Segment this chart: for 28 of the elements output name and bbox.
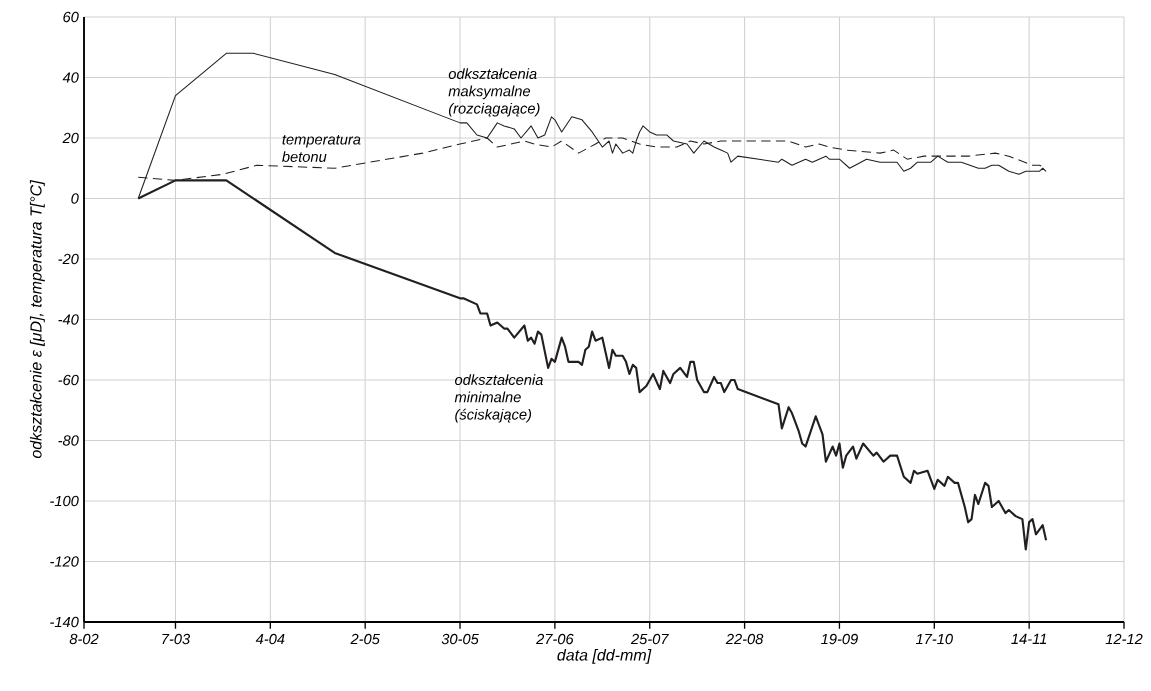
y-tick-label: -100 <box>50 495 79 507</box>
y-tick-label: -40 <box>58 314 79 325</box>
x-tick-label: 2-05 <box>350 633 380 645</box>
y-tick-label: 20 <box>62 132 79 144</box>
y-axis-title: odkształcenie ε [μD], temperatura T[°C] <box>29 180 45 459</box>
series-label: temperatura betonu <box>282 134 361 162</box>
x-tick-label: 12-12 <box>1105 633 1143 645</box>
y-tick-label: -80 <box>58 435 79 446</box>
series-label: odkształcenia maksymalne (rozciągające) <box>448 68 540 117</box>
y-tick-label: -120 <box>50 556 79 567</box>
y-tick-label: 40 <box>62 72 79 83</box>
series-label: odkształcenia minimalne (ściskające) <box>454 374 543 423</box>
x-tick-label: 14-11 <box>1011 633 1047 644</box>
x-tick-label: 25-07 <box>630 633 669 645</box>
x-tick-label: 7-03 <box>162 633 191 645</box>
x-tick-label: 27-06 <box>536 633 574 645</box>
y-tick-label: -20 <box>58 253 79 265</box>
x-tick-label: 19-09 <box>821 633 858 645</box>
y-tick-label: 0 <box>71 193 79 204</box>
x-axis-title: data [dd-mm] <box>557 648 652 664</box>
y-tick-label: -60 <box>58 374 79 386</box>
x-tick-label: 22-08 <box>725 633 764 645</box>
x-tick-label: 8-02 <box>69 633 99 645</box>
x-tick-label: 17-10 <box>915 633 953 645</box>
x-tick-label: 30-05 <box>441 633 479 645</box>
y-tick-label: -140 <box>50 616 79 628</box>
y-tick-label: 60 <box>63 11 79 23</box>
x-tick-label: 4-04 <box>255 633 285 645</box>
